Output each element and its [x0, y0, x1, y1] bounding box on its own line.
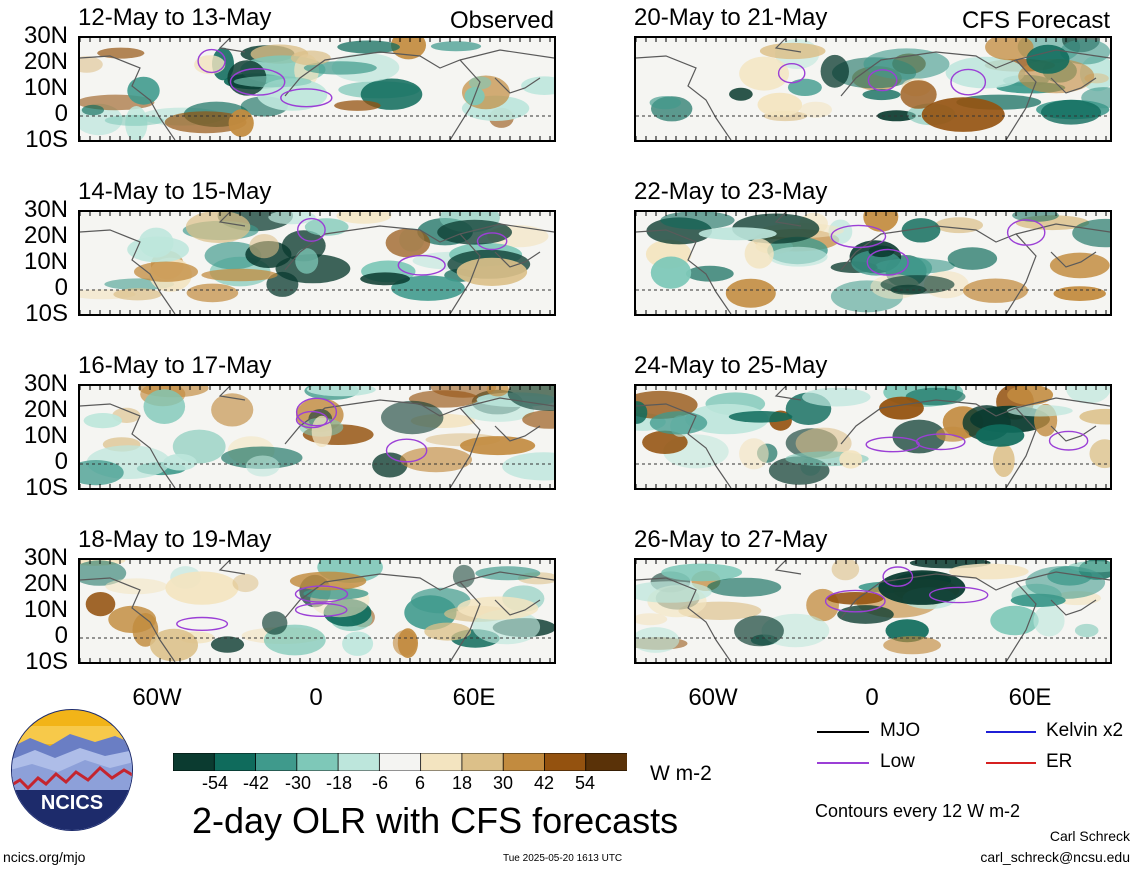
colorbar-swatch [296, 752, 339, 772]
olr-map [634, 210, 1112, 316]
olr-map [78, 36, 556, 142]
lat-label: 0 [54, 622, 68, 649]
colorbar-swatch [502, 752, 546, 772]
lon-label: 60W [132, 684, 182, 711]
legend-line [986, 762, 1036, 764]
lat-label: 0 [54, 100, 68, 127]
lat-label: 10S [25, 126, 68, 153]
lon-label: 60E [1008, 684, 1052, 711]
colorbar-units: W m-2 [650, 762, 712, 785]
colorbar-tick-label: -42 [242, 773, 269, 793]
olr-map [78, 210, 556, 316]
lon-label: 0 [309, 684, 323, 711]
map-field [80, 560, 554, 662]
colorbar-tick-label: 18 [451, 773, 473, 793]
colorbar-swatch [544, 752, 587, 772]
lat-label: 10N [23, 596, 68, 623]
cfs-forecast-label: CFS Forecast [961, 7, 1110, 34]
logo-text: NCICS [41, 792, 103, 814]
lat-label: 10S [25, 300, 68, 327]
colorbar-tick-label: 42 [533, 773, 555, 793]
panel-title: 18-May to 19-May [78, 526, 272, 553]
panel-title: 14-May to 15-May [78, 178, 272, 205]
panel-title: 22-May to 23-May [634, 178, 828, 205]
lat-label: 20N [23, 396, 68, 423]
lat-label: 30N [23, 196, 68, 223]
map-field [636, 212, 1110, 314]
map-field [636, 560, 1110, 662]
map-field [636, 38, 1110, 140]
lat-label: 30N [23, 22, 68, 49]
ncics-logo: NCICS [10, 708, 134, 832]
legend-line [817, 762, 869, 764]
lat-label: 0 [54, 448, 68, 475]
colorbar-swatch [255, 752, 298, 772]
map-field [80, 212, 554, 314]
colorbar-swatch [172, 752, 216, 772]
colorbar-tick-label: -30 [284, 773, 311, 793]
footer-url[interactable]: ncics.org/mjo [3, 849, 86, 865]
legend-label: MJO [880, 720, 921, 741]
map-field [636, 386, 1110, 488]
olr-map [78, 384, 556, 490]
colorbar-tick-label: 6 [414, 773, 425, 793]
lat-label: 10N [23, 422, 68, 449]
lon-label: 0 [865, 684, 879, 711]
footer-email[interactable]: carl_schreck@ncsu.edu [980, 849, 1130, 865]
lat-label: 30N [23, 544, 68, 571]
lat-label: 20N [23, 570, 68, 597]
lat-label: 20N [23, 222, 68, 249]
lat-label: 20N [23, 48, 68, 75]
colorbar-swatch [337, 752, 381, 772]
olr-map [634, 384, 1112, 490]
footer-author: Carl Schreck [1049, 828, 1130, 844]
panel-title: 26-May to 27-May [634, 526, 828, 553]
contours-note: Contours every 12 W m-2 [815, 801, 1021, 821]
colorbar-tick-label: 54 [574, 773, 596, 793]
olr-map [78, 558, 556, 664]
lat-label: 10S [25, 648, 68, 675]
panel-title: 16-May to 17-May [78, 352, 272, 379]
lon-label: 60W [688, 684, 738, 711]
colorbar-swatches [172, 752, 628, 772]
lat-label: 30N [23, 370, 68, 397]
colorbar-swatch [420, 752, 463, 772]
colorbar-swatch [585, 752, 628, 772]
observed-label: Observed [449, 7, 554, 34]
legend-label: Low [880, 751, 915, 772]
footer-timestamp: Tue 2025-05-20 1613 UTC [503, 853, 623, 864]
colorbar-tick-label: 30 [492, 773, 514, 793]
colorbar-swatch [213, 752, 257, 772]
legend-line [817, 731, 869, 733]
main-title: 2-day OLR with CFS forecasts [192, 800, 679, 841]
lon-label: 60E [452, 684, 496, 711]
colorbar-tick-label: -54 [201, 773, 228, 793]
map-field [80, 386, 554, 488]
lat-label: 0 [54, 274, 68, 301]
panel-title: 24-May to 25-May [634, 352, 828, 379]
colorbar-swatch [378, 752, 422, 772]
legend-line [986, 731, 1036, 733]
lat-label: 10N [23, 248, 68, 275]
legend-label: Kelvin x2 [1046, 720, 1124, 741]
colorbar [172, 752, 628, 772]
panel-title: 12-May to 13-May [78, 4, 272, 31]
colorbar-tick-label: -18 [325, 773, 352, 793]
colorbar-swatch [461, 752, 505, 772]
panel-title: 20-May to 21-May [634, 4, 828, 31]
lat-label: 10S [25, 474, 68, 501]
olr-map [634, 36, 1112, 142]
map-field [80, 38, 554, 140]
lat-label: 10N [23, 74, 68, 101]
legend-label: ER [1046, 751, 1073, 772]
colorbar-tick-label: -6 [371, 773, 388, 793]
olr-map [634, 558, 1112, 664]
